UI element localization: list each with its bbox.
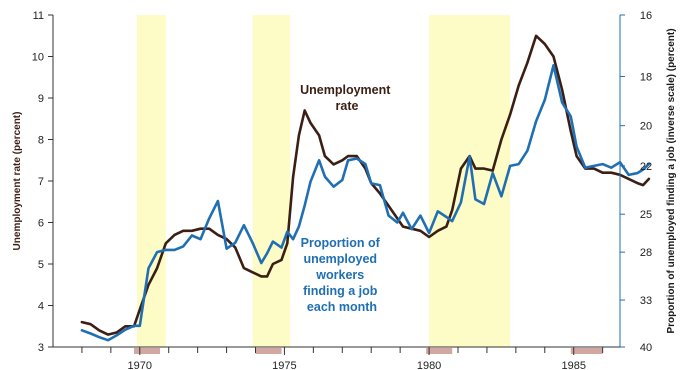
left-tick-label: 5	[38, 259, 44, 271]
recession-marker-layer	[134, 348, 603, 354]
job-finding-rate-line	[80, 64, 651, 342]
right-tick-label: 18	[640, 71, 652, 83]
job-finding-annotation: Proportion of unemployed workers finding…	[301, 236, 384, 314]
left-axis-title: Unemployment rate (percent)	[12, 112, 23, 251]
recession-marker	[255, 348, 282, 354]
series-layer	[80, 34, 651, 342]
axes-layer: 3 4 5 6 7 8 9 10 11 16 18 20 22 25 28 33 40 1970 1975 1980 1…	[32, 10, 652, 370]
x-tick-label: 1970	[128, 360, 152, 370]
left-tick-label: 4	[38, 301, 44, 313]
x-tick-label: 1975	[272, 360, 296, 370]
left-tick-label: 10	[32, 52, 44, 64]
recession-marker	[134, 348, 161, 354]
right-tick-label: 22	[640, 161, 652, 173]
right-tick-label: 25	[640, 209, 652, 221]
unemployment-rate-annotation-line: Unemployment	[300, 83, 391, 97]
left-tick-label: 11	[33, 10, 44, 22]
recession-band	[252, 15, 291, 347]
right-tick-label: 40	[640, 342, 652, 354]
right-tick-label: 20	[640, 121, 652, 133]
recession-marker	[570, 348, 603, 354]
right-tick-label: 33	[640, 295, 652, 307]
recession-band	[429, 15, 511, 347]
left-tick-label: 7	[38, 176, 44, 188]
job-finding-annotation-line: finding a job	[303, 284, 378, 298]
job-finding-annotation-line: unemployed	[303, 252, 377, 266]
recession-marker	[426, 348, 453, 354]
right-tick-label: 28	[640, 247, 652, 259]
right-tick-label: 16	[640, 10, 652, 22]
left-tick-label: 8	[38, 135, 44, 147]
x-tick-label: 1985	[561, 360, 585, 370]
right-axis-title: Proportion of unemployed finding a job (…	[666, 28, 677, 333]
x-tick-label: 1980	[417, 360, 441, 370]
left-tick-label: 6	[38, 218, 44, 230]
left-tick-label: 9	[38, 93, 44, 105]
unemployment-rate-annotation-line: rate	[336, 99, 359, 113]
job-finding-annotation-line: Proportion of	[301, 236, 381, 250]
job-finding-annotation-line: workers	[315, 268, 364, 282]
job-finding-annotation-line: each month	[307, 300, 377, 314]
unemployment-rate-annotation: Unemployment rate	[300, 83, 394, 113]
left-tick-label: 3	[38, 342, 44, 354]
recession-band	[136, 15, 166, 347]
